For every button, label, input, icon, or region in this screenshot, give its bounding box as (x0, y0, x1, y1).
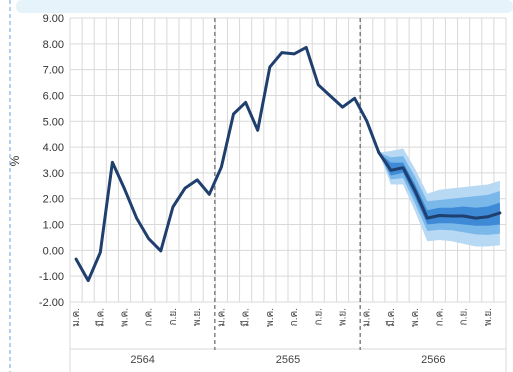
y-tick-label: -2.00 (39, 297, 64, 309)
x-tick-label: มี.ค. (385, 308, 397, 327)
y-tick-label: 2.00 (43, 194, 64, 206)
x-tick-label: ก.ค. (289, 308, 300, 326)
x-axis-ticks: ม.ค. มี.ค. พ.ค. ก.ค. ก.ย. พ.ย. ม.ค. มี.ค. พ.ค. ก.… (71, 308, 494, 327)
y-axis-ticks: -2.00 -1.00 0.00 1.00 2.00 3.00 4.00 5.00 6.00 7.… (39, 13, 64, 309)
x-tick-label: ก.ย. (459, 308, 470, 325)
y-tick-label: 5.00 (43, 116, 64, 128)
x-axis-groups: 2564 2565 2566 (130, 354, 445, 366)
y-axis-label: % (8, 155, 22, 166)
forecast-line (377, 151, 502, 220)
x-group-label: 2564 (130, 354, 154, 366)
x-tick-label: ก.ย. (168, 308, 179, 325)
x-group-label: 2566 (421, 354, 445, 366)
x-tick-label: ม.ค. (216, 308, 227, 327)
forecast-fan (378, 148, 500, 247)
title-banner (16, 0, 513, 13)
grid (69, 17, 507, 372)
x-tick-label: มี.ค. (240, 308, 252, 327)
x-tick-label: ม.ค. (71, 308, 82, 327)
y-tick-label: 4.00 (43, 142, 64, 154)
x-tick-label: พ.ย. (483, 308, 494, 326)
x-tick-label: ม.ค. (362, 308, 373, 327)
x-tick-label: พ.ค. (265, 308, 276, 327)
x-group-label: 2565 (276, 354, 300, 366)
y-tick-label: 7.00 (43, 65, 64, 77)
y-tick-label: 9.00 (43, 13, 64, 25)
year-dividers (214, 18, 361, 350)
series-line (74, 45, 381, 283)
x-tick-label: ก.ย. (313, 308, 324, 325)
y-tick-label: 0.00 (43, 245, 64, 257)
y-tick-label: 1.00 (43, 220, 64, 232)
x-tick-label: พ.ค. (120, 308, 131, 327)
y-tick-label: 8.00 (43, 39, 64, 51)
x-tick-label: ก.ค. (434, 308, 445, 326)
x-tick-label: พ.ย. (338, 308, 349, 326)
y-tick-label: 6.00 (43, 90, 64, 102)
fan-band-inner (378, 152, 500, 226)
x-tick-label: มี.ค. (94, 308, 106, 327)
y-tick-label: 3.00 (43, 168, 64, 180)
y-tick-label: -1.00 (39, 271, 64, 283)
x-tick-label: พ.ค. (410, 308, 421, 327)
x-tick-label: พ.ย. (192, 308, 203, 326)
series-lines (74, 45, 502, 283)
x-tick-label: ก.ค. (144, 308, 155, 326)
